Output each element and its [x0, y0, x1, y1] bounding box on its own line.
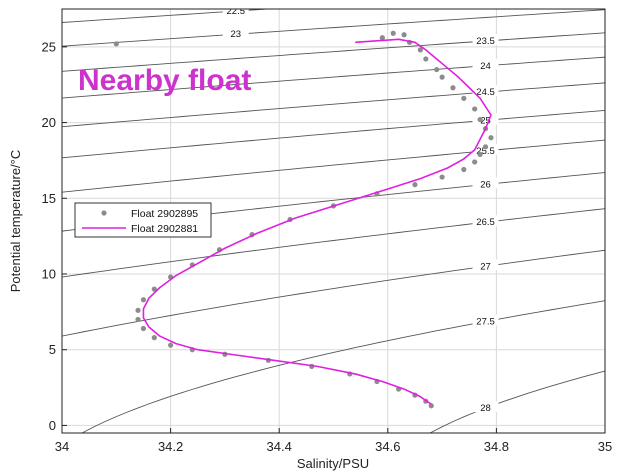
legend-box — [74, 202, 212, 238]
isopycnal-label: 27.5 — [476, 317, 495, 328]
point-float-2902895 — [477, 151, 483, 157]
line-float-2902881 — [142, 38, 492, 405]
y-axis-label: Potential temperature/°C — [8, 150, 23, 293]
isopycnal-label: 25.5 — [476, 146, 495, 157]
point-float-2902895 — [439, 174, 445, 180]
isopycnal-line — [62, 82, 605, 128]
point-float-2902895 — [401, 32, 407, 38]
point-float-2902895 — [135, 307, 141, 313]
point-float-2902895 — [477, 116, 483, 123]
isopycnal-line — [62, 208, 605, 278]
axis-ticks: 34 34.2 34.4 34.6 34.8 35 0 5 10 15 20 25 — [42, 39, 613, 454]
isopycnal-line — [62, 56, 605, 99]
y-tick-label: 5 — [49, 342, 56, 357]
point-float-2902895 — [482, 144, 489, 150]
point-float-2902895 — [439, 74, 445, 80]
isopycnal-label-bg — [472, 113, 499, 125]
isopycnal-line — [62, 249, 605, 337]
point-float-2902895 — [472, 159, 478, 165]
data-series — [113, 30, 494, 409]
y-tick-label: 20 — [42, 115, 56, 130]
isopycnal-line — [81, 300, 605, 433]
point-float-2902895 — [450, 85, 456, 91]
point-float-2902895 — [461, 166, 467, 173]
x-tick-label: 34.8 — [484, 439, 509, 454]
point-float-2902895 — [472, 106, 478, 112]
isopycnal-label-bg — [472, 215, 499, 227]
point-float-2902895 — [140, 297, 147, 303]
x-tick-label: 34.6 — [375, 439, 400, 454]
isopycnal-label: 24.5 — [476, 87, 495, 98]
isopycnal-line — [62, 139, 605, 193]
isopycnal-label: 23 — [230, 29, 241, 40]
isopycnal-line — [62, 32, 605, 72]
x-tick-label: 34.4 — [267, 439, 292, 454]
y-tick-label: 25 — [42, 39, 56, 54]
point-float-2902895 — [412, 182, 418, 188]
y-tick-label: 0 — [49, 418, 56, 433]
legend: Float 2902895 Float 2902881 — [74, 202, 212, 238]
isopycnal-label-bg — [222, 27, 249, 39]
point-float-2902895 — [417, 47, 423, 53]
point-float-2902895 — [423, 56, 429, 62]
point-float-2902895 — [379, 35, 385, 41]
point-float-2902895 — [390, 30, 396, 36]
isopycnal-line — [62, 9, 275, 23]
plot-frame — [61, 8, 606, 434]
point-float-2902895 — [140, 325, 147, 332]
x-axis-label: Salinity/PSU — [297, 456, 369, 471]
isopycnal-label-bg — [472, 177, 499, 189]
legend-marker-float-a — [101, 210, 107, 216]
y-tick-label: 15 — [42, 191, 56, 206]
isopycnal-line — [8, 0, 634, 3]
y-tick-label: 10 — [42, 267, 56, 282]
point-float-2902895 — [428, 403, 434, 409]
x-tick-label: 35 — [598, 439, 612, 454]
point-float-2902895 — [488, 135, 494, 141]
isopycnal-label: 26.5 — [476, 217, 495, 228]
x-tick-label: 34.2 — [158, 439, 183, 454]
isopycnal-label: 24 — [480, 61, 491, 72]
isopycnal-line — [62, 109, 605, 159]
point-float-2902895 — [151, 286, 157, 292]
isopycnal-label: 22.5 — [227, 6, 246, 17]
isopycnal-label-bg — [472, 401, 499, 413]
isopycnal-label: 23.5 — [476, 36, 495, 47]
isopycnal-label-bg — [222, 9, 249, 16]
point-float-2902895 — [135, 316, 141, 323]
point-float-2902895 — [168, 342, 174, 348]
x-tick-label: 34 — [55, 439, 69, 454]
isopycnal-label-bg — [472, 85, 499, 97]
isopycnal-label-bg — [472, 314, 499, 326]
isopycnal-label: 28 — [480, 403, 491, 414]
legend-label-float-a: Float 2902895 — [131, 208, 198, 220]
isopycnal-label: 25 — [480, 115, 491, 126]
isopycnal-label-bg — [472, 33, 499, 45]
isopycnal-label: 27 — [480, 261, 491, 272]
point-float-2902895 — [113, 41, 119, 47]
legend-label-float-b: Float 2902881 — [131, 223, 198, 235]
point-float-2902895 — [434, 66, 440, 73]
isopycnal-label-bg — [472, 58, 499, 70]
point-float-2902895 — [151, 335, 157, 341]
isopycnal-label-bg — [472, 259, 499, 271]
overlay-annotation: Nearby float — [78, 64, 251, 97]
isopycnal-label: 26 — [480, 179, 491, 190]
point-float-2902895 — [461, 95, 467, 101]
isopycnal-line — [429, 370, 605, 433]
